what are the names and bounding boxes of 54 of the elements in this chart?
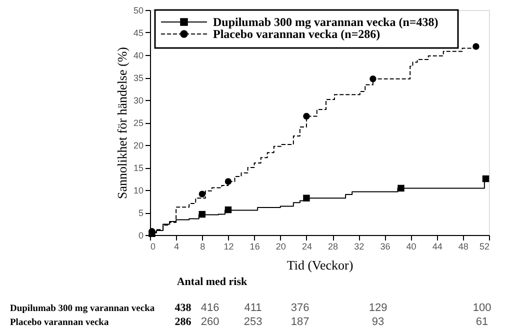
x-tick-label: 24 bbox=[302, 242, 312, 252]
text: Placebo varannan vecka bbox=[10, 318, 109, 328]
x-tick-label: 48 bbox=[458, 242, 468, 252]
x-tick-label: 12 bbox=[224, 242, 234, 252]
x-tick-label: 52 bbox=[479, 242, 490, 252]
text: 411 bbox=[244, 302, 262, 314]
point bbox=[482, 175, 490, 182]
x-tick-label: 8 bbox=[200, 242, 206, 252]
x-tick-label: 44 bbox=[432, 242, 442, 252]
y-tick-label: 35 bbox=[133, 73, 144, 83]
text: Antal med risk bbox=[176, 276, 248, 288]
text: 187 bbox=[290, 316, 310, 328]
text: 286 bbox=[174, 316, 192, 328]
text: 100 bbox=[472, 302, 492, 314]
y-tick-label: 5 bbox=[138, 208, 144, 218]
point bbox=[303, 112, 310, 120]
x-tick-label: 36 bbox=[380, 242, 390, 252]
y-tick-label: 30 bbox=[133, 96, 144, 106]
x-tick-label: 16 bbox=[250, 242, 260, 252]
y-tick-label: 20 bbox=[133, 140, 144, 150]
text: 93 bbox=[372, 316, 384, 328]
text: 260 bbox=[200, 316, 220, 328]
x-tick-label: 0 bbox=[150, 242, 156, 252]
point bbox=[148, 230, 156, 238]
text: Dupilumab 300 mg varannan vecka bbox=[10, 304, 155, 314]
y-tick-label: 15 bbox=[133, 163, 144, 173]
x-tick-label: 28 bbox=[328, 242, 338, 252]
x-tick-label: 20 bbox=[276, 242, 286, 252]
text: 416 bbox=[200, 302, 220, 314]
text: 129 bbox=[368, 302, 388, 314]
point bbox=[198, 190, 206, 198]
x-tick-label: 32 bbox=[354, 242, 364, 252]
x-tick-label: 40 bbox=[406, 242, 416, 252]
point bbox=[303, 194, 310, 202]
point bbox=[224, 206, 232, 214]
x-tick-label: 4 bbox=[174, 242, 180, 252]
y-tick-label: 50 bbox=[133, 6, 144, 16]
y-tick-label: 0 bbox=[138, 230, 144, 240]
text: 61 bbox=[476, 316, 488, 328]
x-axis-title: Tid (Veckor) bbox=[286, 258, 354, 272]
text: 438 bbox=[174, 302, 192, 314]
legend-label: Dupilumab 300 mg varannan vecka (n=438) bbox=[213, 15, 438, 29]
y-tick-label: 10 bbox=[133, 186, 144, 196]
point bbox=[370, 76, 376, 82]
point bbox=[224, 178, 232, 185]
y-tick-label: 40 bbox=[133, 50, 144, 60]
point bbox=[198, 210, 206, 218]
text: 376 bbox=[290, 302, 310, 314]
y-tick-label: 45 bbox=[133, 28, 144, 38]
y-tick-label: 25 bbox=[133, 118, 144, 128]
text: 253 bbox=[244, 316, 262, 328]
point bbox=[398, 184, 404, 192]
point bbox=[472, 43, 480, 50]
y-axis-title: Sannolikhet för händelse (%) bbox=[114, 47, 130, 199]
